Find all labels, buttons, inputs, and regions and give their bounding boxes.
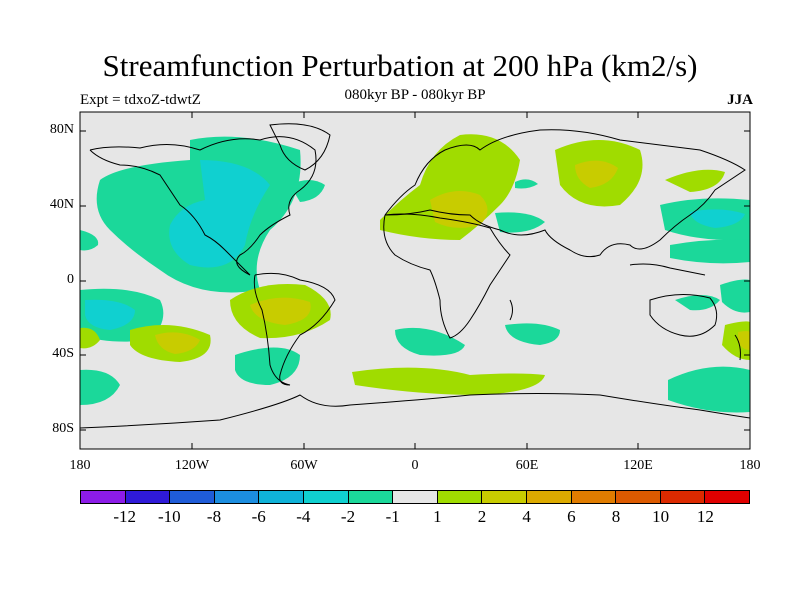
contour-neg-atlantic-north — [290, 180, 325, 202]
contour-pos-west-pacific-south — [80, 327, 100, 349]
colorbar-label: 2 — [477, 507, 487, 526]
contour-neg-west-pacific-north — [80, 230, 99, 251]
colorbar-swatch — [616, 491, 661, 503]
colorbar-label: -6 — [251, 507, 266, 526]
y-tick-label: 80S — [52, 421, 74, 436]
coastlines — [80, 123, 750, 429]
coast-greenland — [269, 123, 331, 171]
contour-neg-south-pacific-core — [85, 299, 135, 330]
contour-pos-tasman — [722, 321, 750, 360]
colorbar-swatch — [170, 491, 215, 503]
colorbar-swatch — [660, 491, 706, 503]
x-tick-label: 120E — [623, 458, 653, 473]
contour-neg-north-america-core — [169, 160, 270, 268]
map-ticks — [80, 112, 750, 449]
contour-pos-tasman-core — [738, 331, 750, 350]
contour-pos-japan — [665, 169, 725, 192]
contour-pos-southern-ocean — [352, 367, 545, 395]
contour-neg-arabia — [495, 212, 545, 233]
colorbar-swatch — [705, 491, 749, 503]
contour-pos-siberia-core — [575, 160, 618, 188]
y-tick-label: 0 — [67, 272, 74, 287]
chart-title: Streamfunction Perturbation at 200 hPa (… — [102, 48, 698, 83]
contour-pos-south-pacific-core — [155, 332, 200, 354]
contour-neg-south-pacific-far — [80, 369, 120, 405]
contour-neg-indian-ocean — [505, 323, 560, 345]
colorbar-swatch — [482, 491, 527, 503]
colorbar-swatch — [214, 491, 260, 503]
contour-pos-south-america-core — [250, 297, 311, 325]
colorbar-label: 1 — [433, 507, 442, 526]
x-tick-label: 60E — [515, 458, 539, 473]
contour-neg-north-pacific-east-core — [690, 209, 745, 228]
x-tick-label: 120W — [174, 458, 210, 473]
coast-madagascar — [509, 299, 513, 321]
colorbar-label: -12 — [113, 507, 136, 526]
colorbar-label: 6 — [567, 507, 576, 526]
coast-antarctica — [80, 393, 750, 429]
x-tick-label: 180 — [739, 458, 761, 473]
contour-neg-tropical-pacific — [670, 239, 750, 264]
colorbar-swatch — [259, 491, 304, 503]
coast-new-zealand — [734, 334, 741, 361]
colorbar-label: 10 — [652, 507, 670, 526]
contour-neg-russia — [515, 179, 538, 189]
coast-north-america — [89, 136, 317, 276]
colorbar-label: -8 — [206, 507, 222, 526]
colorbar-label: 8 — [611, 507, 621, 526]
coast-australia — [649, 294, 718, 337]
colorbar-label: -4 — [296, 507, 311, 526]
coast-south-america — [253, 272, 336, 386]
colorbar-swatch — [125, 491, 171, 503]
period-label: 080kyr BP - 080kyr BP — [344, 87, 486, 103]
colorbar-label: -10 — [157, 507, 181, 526]
contour-neg-south-america — [235, 347, 300, 385]
colorbar-label: 12 — [696, 507, 714, 526]
colorbar — [80, 490, 750, 504]
colorbar-swatch — [437, 491, 483, 503]
contour-neg-southwest-pacific — [720, 279, 750, 313]
x-tick-label: 0 — [411, 458, 419, 473]
experiment-label: Expt = tdxoZ-tdwtZ — [80, 92, 201, 108]
colorbar-label: 4 — [522, 507, 531, 526]
colorbar-swatch — [393, 491, 438, 503]
colorbar-swatch — [526, 491, 572, 503]
colorbar-swatch — [348, 491, 394, 503]
colorbar-swatch — [81, 491, 126, 503]
contour-neg-southern-ocean-east — [668, 366, 750, 413]
x-tick-label: 60W — [290, 458, 318, 473]
y-tick-label: 80N — [49, 122, 74, 137]
y-tick-label: 40N — [49, 197, 74, 212]
colorbar-swatch — [303, 491, 349, 503]
coast-africa — [383, 213, 511, 339]
colorbar-label: -2 — [340, 507, 356, 526]
y-tick-label: 40S — [52, 346, 74, 361]
x-tick-label: 180 — [69, 458, 91, 473]
coast-indonesia — [629, 263, 706, 276]
contour-neg-south-atlantic — [395, 327, 465, 356]
colorbar-label: -1 — [385, 507, 400, 526]
colorbar-swatch — [571, 491, 617, 503]
coast-europe-asia — [384, 129, 746, 258]
contour-fills — [80, 134, 750, 413]
contour-neg-australia — [675, 295, 720, 311]
season-label: JJA — [727, 92, 753, 108]
